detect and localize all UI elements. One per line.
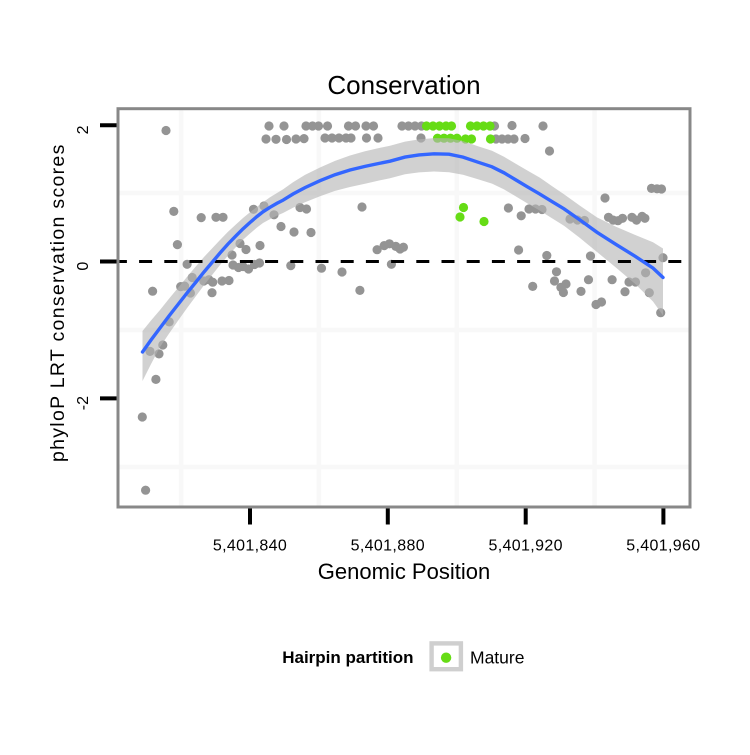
- svg-text:Genomic Position: Genomic Position: [318, 559, 490, 584]
- svg-text:Mature: Mature: [470, 648, 524, 668]
- svg-text:0: 0: [75, 262, 92, 271]
- svg-text:5,401,960: 5,401,960: [626, 538, 700, 555]
- svg-text:5,401,920: 5,401,920: [489, 538, 563, 555]
- svg-text:-2: -2: [75, 396, 92, 410]
- svg-text:phyloP LRT conservation scores: phyloP LRT conservation scores: [47, 143, 69, 462]
- svg-text:5,401,840: 5,401,840: [213, 538, 287, 555]
- svg-text:Conservation: Conservation: [327, 70, 480, 100]
- svg-text:2: 2: [75, 125, 92, 134]
- svg-text:Hairpin partition: Hairpin partition: [282, 648, 413, 667]
- svg-text:5,401,880: 5,401,880: [351, 538, 425, 555]
